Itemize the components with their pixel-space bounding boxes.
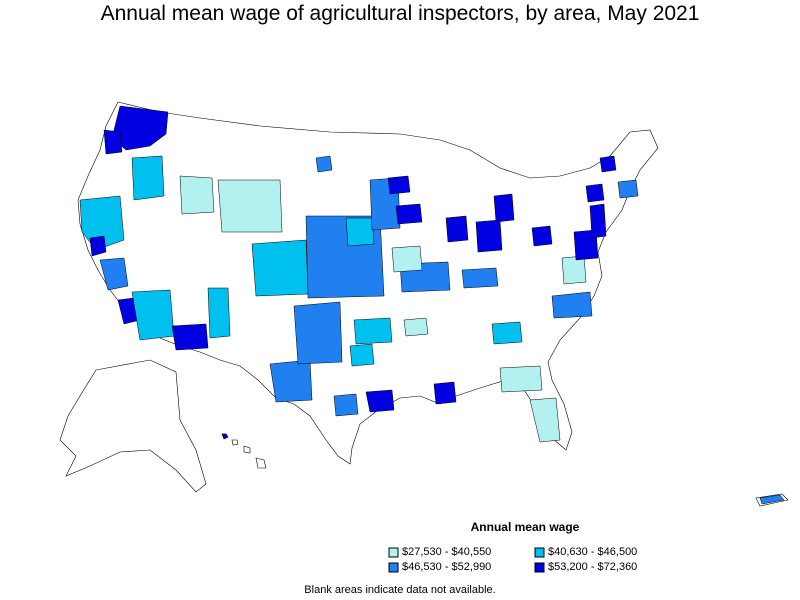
area-minneapolis [395, 203, 423, 225]
area-idaho [131, 155, 165, 201]
area-w-texas [269, 359, 313, 403]
area-georgia [499, 365, 543, 393]
area-colorado [251, 239, 309, 297]
legend-title: Annual mean wage [470, 520, 580, 534]
area-florida [529, 397, 561, 443]
area-vermont [599, 155, 617, 173]
area-n-minnesota [387, 175, 411, 195]
area-kentucky [461, 267, 499, 289]
alaska-outline [59, 359, 207, 493]
area-massachusetts [617, 179, 639, 199]
area-nebraska-e [345, 217, 375, 247]
legend-label-3: $46,530 - $52,990 [402, 561, 492, 573]
area-n-california [79, 195, 125, 251]
legend-item-4: $53,200 - $72,360 [548, 561, 637, 573]
area-n-texas [293, 301, 343, 365]
area-new-york [585, 183, 605, 203]
area-puerto-rico [759, 494, 785, 505]
area-virginia [561, 255, 587, 285]
area-portland [103, 129, 123, 155]
map-title: Annual mean wage of agricultural inspect… [100, 2, 700, 25]
area-tennessee [491, 321, 523, 345]
wage-areas [79, 105, 785, 505]
area-louisiana [433, 381, 457, 405]
legend-swatches [388, 547, 545, 573]
area-iowa [391, 245, 423, 273]
legend-swatch-4 [534, 562, 545, 573]
area-montana-ne [315, 155, 333, 173]
area-chicago [445, 215, 469, 243]
hawaii-islands [221, 433, 267, 469]
legend-label-2: $40,630 - $46,500 [548, 546, 638, 558]
area-michigan [493, 193, 515, 223]
legend-swatch-1 [388, 547, 399, 558]
blank-areas-note: Blank areas indicate data not available. [304, 584, 496, 596]
area-san-antonio [333, 393, 359, 417]
area-dallas [349, 343, 375, 367]
legend-label-4: $53,200 - $72,360 [548, 561, 638, 573]
legend-swatch-2 [534, 547, 545, 558]
area-new-jersey [589, 203, 607, 239]
area-ohio [531, 225, 553, 247]
legend-item-2: $40,630 - $46,500 [548, 546, 637, 558]
legend-swatch-3 [388, 562, 399, 573]
area-new-mexico [207, 287, 231, 339]
area-houston [365, 389, 395, 413]
area-arkansas [403, 317, 429, 337]
area-sw-idaho [179, 175, 215, 215]
area-arizona [131, 289, 175, 341]
area-sf-bay [89, 235, 107, 257]
legend-item-1: $27,530 - $40,550 [402, 546, 491, 558]
area-oklahoma [353, 317, 393, 345]
area-north-carolina [551, 291, 593, 319]
area-wyoming [217, 179, 283, 233]
area-tucson [171, 323, 209, 351]
legend-item-3: $46,530 - $52,990 [402, 561, 491, 573]
area-hawaii-oahu [221, 433, 229, 440]
area-central-ca [99, 257, 129, 291]
legend-label-1: $27,530 - $40,550 [402, 546, 492, 558]
area-indiana [475, 219, 503, 253]
